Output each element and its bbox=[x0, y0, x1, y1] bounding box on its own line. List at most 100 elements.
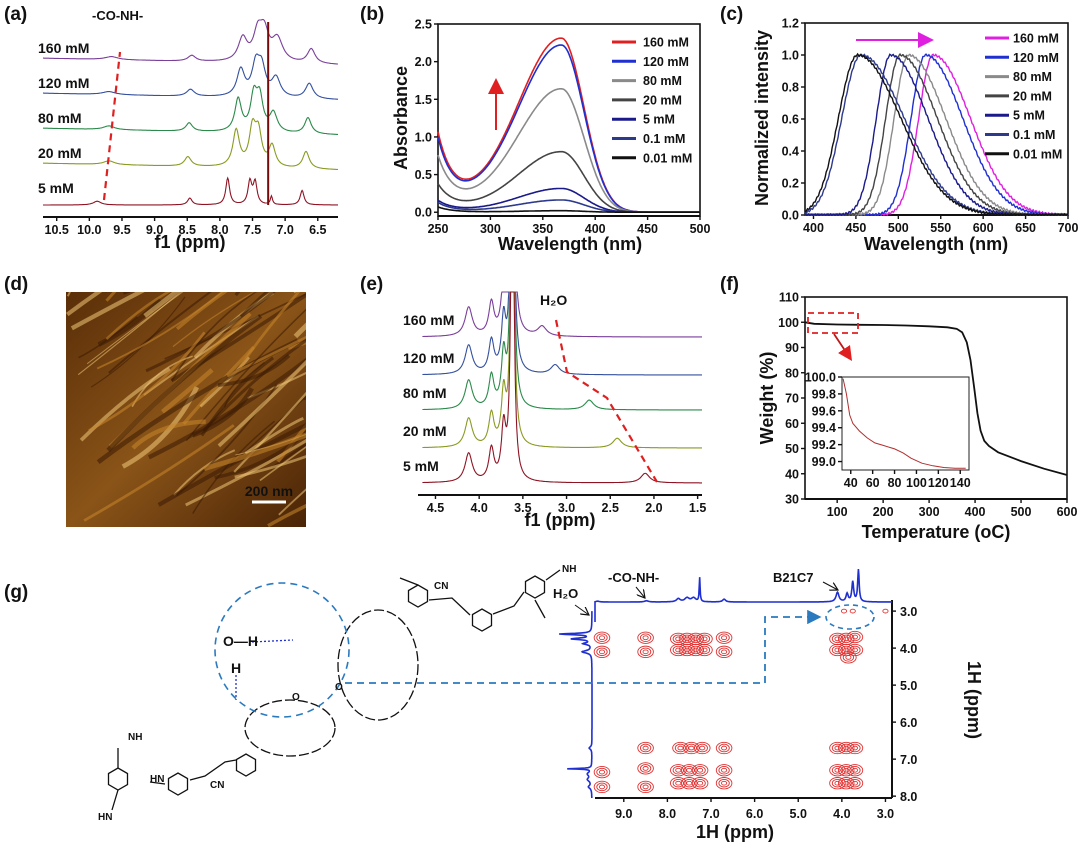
cross-peak bbox=[593, 765, 611, 779]
x-tick-label: 8.5 bbox=[179, 223, 196, 237]
x-tick-label: 3.5 bbox=[514, 501, 531, 515]
cross-peak bbox=[670, 632, 687, 646]
cross-peak bbox=[829, 741, 846, 755]
molecule-structure bbox=[107, 569, 561, 811]
crown-ether-ring bbox=[337, 609, 419, 721]
x-tick-label: 10.0 bbox=[77, 223, 101, 237]
cross-peak bbox=[687, 643, 704, 657]
cross-peak bbox=[593, 780, 611, 794]
x-tick-label: 650 bbox=[1015, 221, 1036, 235]
cross-peak bbox=[837, 632, 855, 646]
y-tick-label: 2.0 bbox=[415, 55, 432, 69]
x-tick-label: 8.0 bbox=[211, 223, 228, 237]
cross-peak bbox=[696, 643, 713, 657]
y-tick-label: 0.2 bbox=[782, 177, 799, 191]
y-tick-label: 0.5 bbox=[415, 168, 432, 182]
y-tick-label: 6.0 bbox=[900, 716, 917, 730]
y-tick-label: 99.2 bbox=[812, 438, 836, 452]
x-tick-label: 120 bbox=[928, 476, 949, 490]
cross-peak bbox=[593, 631, 611, 644]
x-tick-label: 600 bbox=[1057, 505, 1078, 519]
cross-peak bbox=[593, 645, 611, 658]
x-tick-label: 350 bbox=[532, 222, 553, 236]
concentration-label: 160 mM bbox=[38, 40, 89, 56]
x-tick-label: 5.0 bbox=[790, 807, 807, 821]
cross-peak bbox=[715, 631, 733, 644]
x-axis-title: Temperature (oC) bbox=[862, 522, 1011, 542]
scale-bar-label: 200 nm bbox=[245, 483, 293, 499]
hydrogen-bond bbox=[251, 639, 294, 643]
legend-label: 20 mM bbox=[1013, 89, 1052, 103]
benzene-ring bbox=[167, 772, 189, 796]
x-tick-label: 2.0 bbox=[645, 501, 662, 515]
cross-peak bbox=[849, 608, 856, 614]
cross-peak bbox=[829, 643, 846, 657]
x-tick-label: 1.5 bbox=[689, 501, 706, 515]
cross-peak bbox=[837, 741, 855, 755]
y-tick-label: 5.0 bbox=[900, 679, 917, 693]
concentration-label: 5 mM bbox=[403, 458, 439, 474]
x-tick-label: 100 bbox=[827, 505, 848, 519]
cross-peak bbox=[683, 741, 700, 755]
x-tick-label: 450 bbox=[845, 221, 866, 235]
spectrum-line bbox=[42, 117, 339, 171]
cross-peak bbox=[846, 630, 864, 644]
plot-frame bbox=[437, 23, 701, 217]
concentration-label: 20 mM bbox=[38, 145, 82, 161]
legend-label: 5 mM bbox=[643, 113, 675, 127]
legend-label: 0.1 mM bbox=[643, 132, 685, 146]
concentration-label: 20 mM bbox=[403, 423, 447, 439]
inset-frame bbox=[841, 376, 970, 471]
annotation-arrow bbox=[822, 581, 838, 590]
x-tick-label: 9.5 bbox=[113, 223, 130, 237]
x-tick-label: 400 bbox=[803, 221, 824, 235]
cross-peak bbox=[715, 764, 733, 777]
cross-peak bbox=[670, 764, 687, 777]
legend-label: 0.1 mM bbox=[1013, 128, 1055, 142]
cross-peak bbox=[687, 632, 704, 646]
amide-hn-label: HN bbox=[150, 774, 164, 785]
cross-peak bbox=[837, 764, 855, 777]
legend-label: 5 mM bbox=[1013, 109, 1045, 123]
y-tick-label: 1.0 bbox=[782, 49, 799, 63]
y-tick-label: 0.4 bbox=[782, 145, 799, 159]
concentration-label: 5 mM bbox=[38, 180, 74, 196]
cross-peak bbox=[691, 777, 709, 790]
cross-peak bbox=[715, 741, 733, 755]
x-tick-label: 500 bbox=[888, 221, 909, 235]
water-annotation: H₂O bbox=[540, 292, 567, 308]
amide-nh-label: NH bbox=[562, 564, 576, 575]
y-axis-title: Absorbance bbox=[391, 66, 411, 170]
x-tick-label: 450 bbox=[637, 222, 658, 236]
x-tick-label: 140 bbox=[950, 476, 971, 490]
x-axis-title: 1H (ppm) bbox=[696, 822, 774, 842]
spectrum-line bbox=[43, 176, 338, 206]
x-tick-label: 400 bbox=[965, 505, 986, 519]
cross-peak bbox=[637, 631, 654, 644]
y-tick-label: 0.0 bbox=[415, 206, 432, 220]
cross-peak bbox=[715, 777, 733, 790]
x-tick-label: 550 bbox=[930, 221, 951, 235]
y-tick-label: 1.5 bbox=[415, 93, 432, 107]
x-tick-label: 300 bbox=[480, 222, 501, 236]
y-tick-label: 7.0 bbox=[900, 753, 917, 767]
legend-label: 160 mM bbox=[1013, 32, 1059, 46]
concentration-label: 160 mM bbox=[403, 312, 454, 328]
y-axis-title: Weight (%) bbox=[757, 352, 777, 445]
y-tick-label: 100.0 bbox=[805, 371, 836, 385]
legend-label: 80 mM bbox=[1013, 70, 1052, 84]
x-axis-title: f1 (ppm) bbox=[155, 232, 226, 252]
zoom-region-box bbox=[807, 312, 859, 334]
x-tick-label: 4.0 bbox=[470, 501, 487, 515]
legend-label: 0.01 mM bbox=[643, 151, 692, 165]
x-tick-label: 100 bbox=[906, 476, 927, 490]
y-tick-label: 0.0 bbox=[782, 209, 799, 223]
y-tick-label: 100 bbox=[778, 316, 799, 330]
cross-peak bbox=[678, 643, 696, 657]
y-tick-label: 1.2 bbox=[782, 17, 799, 31]
cross-peak bbox=[637, 780, 654, 794]
cross-peak bbox=[680, 764, 698, 777]
x-tick-label: 4.0 bbox=[833, 807, 850, 821]
y-tick-label: 2.5 bbox=[415, 18, 432, 32]
x-tick-label: 9.0 bbox=[146, 223, 163, 237]
